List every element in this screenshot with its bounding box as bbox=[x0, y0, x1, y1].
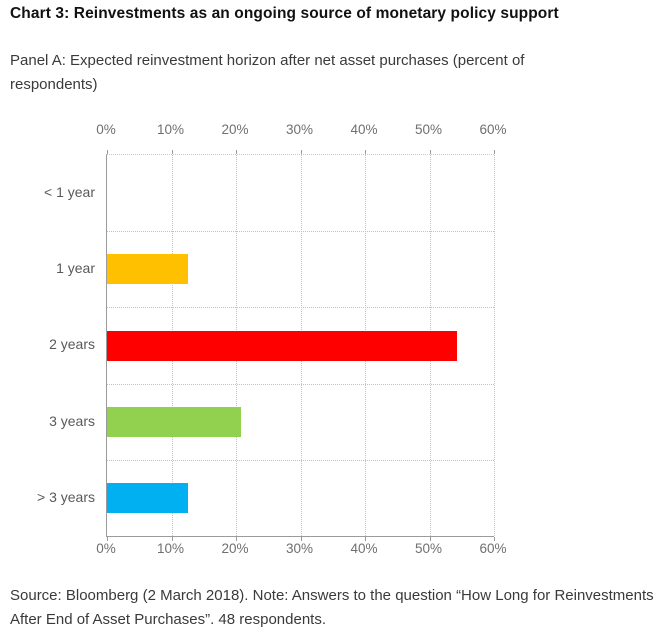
x-tick-label: 10% bbox=[156, 122, 185, 137]
plot-area bbox=[106, 150, 495, 541]
x-tick-label: 30% bbox=[285, 122, 314, 137]
bar-1 bbox=[107, 254, 188, 285]
x-tick-label: 50% bbox=[414, 541, 443, 556]
x-tick-label: 20% bbox=[221, 541, 249, 556]
x-axis-top-labels: 0% 10% 20% 30% 40% 50% 60% bbox=[96, 122, 506, 140]
axis-tick bbox=[171, 150, 173, 154]
axis-tick bbox=[494, 537, 495, 541]
category-label: 3 years bbox=[49, 412, 95, 429]
category-label: 2 years bbox=[49, 336, 95, 353]
bar-3 bbox=[107, 406, 242, 437]
axis-tick bbox=[365, 150, 366, 154]
panel-subtitle: Panel A: Expected reinvestment horizon a… bbox=[10, 52, 525, 93]
horizontal-gridline bbox=[107, 307, 494, 309]
bar-4 bbox=[107, 482, 188, 513]
x-tick-label: 0% bbox=[96, 541, 116, 556]
category-label: < 1 year bbox=[44, 184, 95, 201]
axis-tick bbox=[429, 537, 431, 541]
axis-tick bbox=[429, 150, 431, 154]
x-tick-label: 50% bbox=[414, 122, 443, 137]
horizontal-gridline bbox=[107, 231, 494, 233]
x-tick-label: 0% bbox=[96, 122, 116, 137]
x-tick-label: 60% bbox=[479, 541, 507, 556]
axis-tick bbox=[300, 537, 302, 541]
x-tick-label: 40% bbox=[350, 122, 378, 137]
y-axis-labels: < 1 year 1 year 2 years 3 years > 3 years bbox=[0, 154, 95, 535]
axis-tick bbox=[365, 537, 366, 541]
vertical-gridline bbox=[494, 155, 495, 536]
axis-tick bbox=[300, 150, 302, 154]
x-axis-bottom-labels: 0% 10% 20% 30% 40% 50% 60% bbox=[96, 541, 506, 559]
axis-tick bbox=[107, 537, 108, 541]
axis-tick bbox=[236, 537, 237, 541]
x-tick-label: 60% bbox=[479, 122, 507, 137]
axis-tick bbox=[171, 537, 173, 541]
x-tick-label: 40% bbox=[350, 541, 378, 556]
horizontal-gridline bbox=[107, 383, 494, 385]
x-tick-label: 20% bbox=[221, 122, 249, 137]
category-label: 1 year bbox=[56, 260, 95, 277]
horizontal-gridline bbox=[107, 459, 494, 461]
axis-tick bbox=[236, 150, 237, 154]
x-tick-label: 30% bbox=[285, 541, 314, 556]
category-label: > 3 years bbox=[37, 488, 95, 505]
chart-title: Chart 3: Reinvestments as an ongoing sou… bbox=[10, 5, 559, 22]
axis-tick bbox=[494, 150, 495, 154]
bar-2 bbox=[107, 330, 457, 361]
axis-tick bbox=[107, 150, 108, 154]
bar-chart: 0% 10% 20% 30% 40% 50% 60% < 1 year 1 year 2 yea… bbox=[0, 122, 507, 559]
x-tick-label: 10% bbox=[156, 541, 185, 556]
source-note: Source: Bloomberg (2 March 2018). Note: … bbox=[10, 587, 654, 628]
